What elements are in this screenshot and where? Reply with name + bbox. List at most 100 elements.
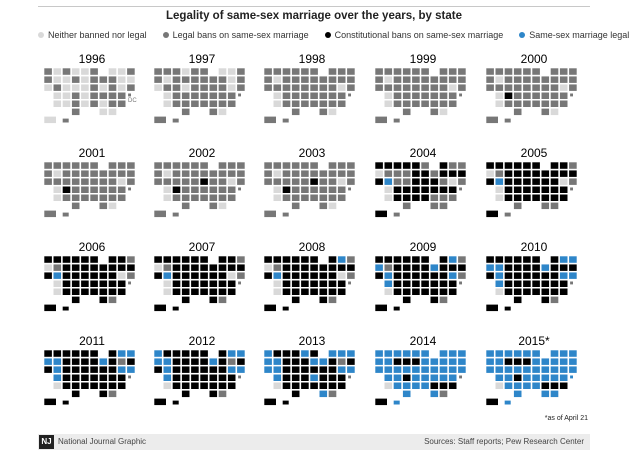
state-or — [153, 357, 163, 366]
state-al — [429, 193, 439, 202]
state-me — [126, 67, 136, 76]
legend-item-marriage-legal: Same-sex marriage legal — [519, 30, 629, 40]
state-wa — [263, 161, 273, 170]
state-al — [98, 381, 108, 390]
state-la — [190, 99, 200, 108]
state-nc — [439, 287, 448, 296]
state-mn — [181, 161, 191, 170]
state-in — [309, 263, 319, 272]
state-ri — [568, 263, 578, 272]
state-tx — [291, 295, 301, 304]
state-wi — [300, 67, 310, 76]
state-ma — [227, 75, 237, 84]
state-ia — [71, 75, 81, 84]
state-co — [393, 91, 402, 100]
state-sc — [117, 99, 127, 108]
state-sd — [172, 75, 181, 84]
state-ma — [227, 169, 237, 178]
state-co — [62, 373, 71, 382]
state-nm — [172, 381, 181, 390]
state-sd — [172, 357, 181, 366]
state-id — [272, 169, 282, 178]
state-nv — [272, 271, 282, 280]
state-de — [559, 279, 569, 288]
state-ky — [89, 271, 99, 280]
state-ny — [439, 75, 448, 84]
state-nm — [504, 193, 513, 202]
state-nd — [172, 255, 181, 264]
state-or — [374, 263, 384, 272]
state-me — [346, 349, 356, 358]
state-ky — [309, 83, 319, 92]
state-tn — [309, 91, 319, 100]
state-ia — [291, 169, 301, 178]
state-wa — [153, 349, 163, 358]
state-la — [300, 287, 310, 296]
state-mt — [494, 349, 504, 358]
state-oh — [429, 263, 439, 272]
year-label: 2011 — [79, 334, 105, 348]
state-nh — [117, 67, 127, 76]
state-mt — [162, 161, 172, 170]
state-nd — [504, 161, 513, 170]
state-co — [282, 373, 291, 382]
state-me — [568, 349, 578, 358]
state-ma — [559, 169, 569, 178]
state-wa — [485, 161, 495, 170]
state-ks — [291, 279, 301, 288]
year-map-panel: 2014 — [369, 334, 477, 418]
state-nm — [393, 99, 402, 108]
state-ct — [126, 177, 136, 186]
state-ky — [199, 271, 209, 280]
state-mi — [89, 349, 99, 358]
state-nd — [393, 349, 402, 358]
state-al — [208, 99, 218, 108]
state-hi — [282, 305, 290, 312]
state-ia — [181, 169, 191, 178]
state-co — [393, 185, 402, 194]
state-de — [117, 91, 127, 100]
state-la — [300, 193, 310, 202]
state-hi — [504, 305, 512, 312]
state-va — [98, 185, 108, 194]
state-il — [190, 75, 200, 84]
state-az — [272, 381, 282, 390]
state-wa — [43, 67, 53, 76]
state-ut — [272, 91, 282, 100]
year-label: 2001 — [78, 146, 106, 160]
state-ar — [300, 91, 310, 100]
state-nh — [117, 349, 127, 358]
state-mn — [181, 67, 191, 76]
year-label: 1998 — [298, 52, 326, 66]
state-nm — [282, 287, 291, 296]
state-ky — [89, 83, 99, 92]
state-me — [346, 67, 356, 76]
state-hi — [172, 399, 180, 406]
state-dc — [458, 280, 463, 286]
state-wi — [411, 67, 421, 76]
state-pa — [439, 365, 448, 374]
state-md — [550, 373, 559, 382]
state-wy — [504, 177, 513, 186]
state-ar — [190, 373, 200, 382]
state-sc — [337, 193, 347, 202]
state-ut — [494, 373, 504, 382]
state-sd — [172, 169, 181, 178]
state-hi — [172, 211, 180, 218]
state-dc — [237, 374, 242, 380]
year-map-panel: 2012 — [148, 334, 256, 418]
state-de — [117, 185, 127, 194]
state-ga — [98, 295, 108, 304]
state-mt — [272, 161, 282, 170]
state-al — [540, 99, 550, 108]
state-nh — [227, 67, 237, 76]
credit-text: National Journal Graphic — [58, 437, 147, 446]
state-ky — [199, 83, 209, 92]
state-nj — [117, 365, 127, 374]
state-ne — [402, 83, 412, 92]
state-al — [318, 99, 328, 108]
state-nv — [383, 365, 393, 374]
state-ar — [522, 373, 532, 382]
state-ky — [199, 365, 209, 374]
